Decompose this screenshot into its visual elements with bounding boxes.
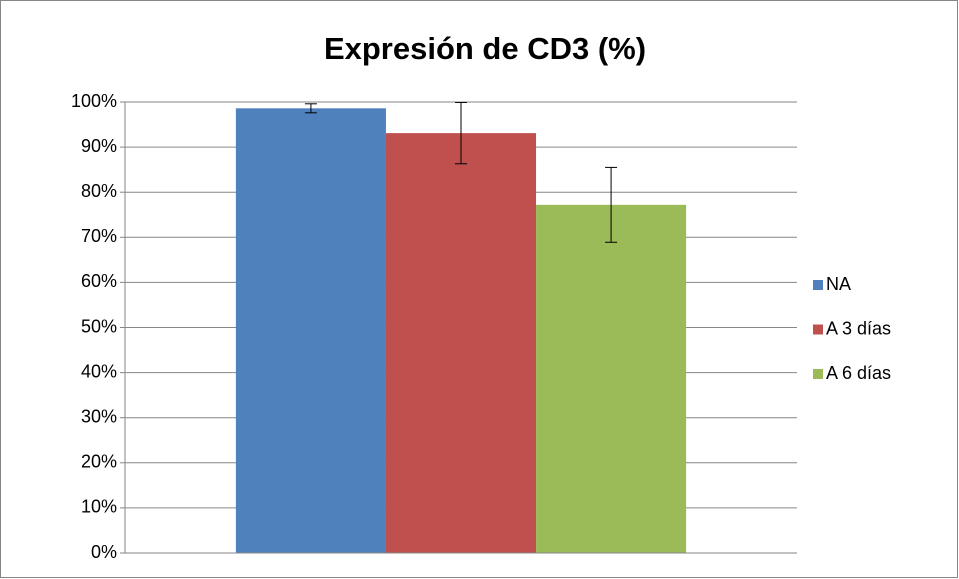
y-tick-label: 70% [81,226,117,246]
legend-swatch [813,280,823,290]
legend-label: A 3 días [826,318,891,338]
bar [536,204,687,553]
y-tick-label: 50% [81,316,117,336]
y-tick-label: 20% [81,452,117,472]
bar [385,133,537,553]
y-tick-label: 60% [81,271,117,291]
bars [235,108,687,554]
y-tick-label: 30% [81,406,117,426]
legend-swatch [813,369,823,379]
error-bar [304,103,317,114]
error-bar [455,102,467,165]
bar [235,108,386,554]
y-tick-label: 100% [71,91,117,111]
y-tick-label: 0% [91,542,117,562]
y-tick-label: 80% [81,181,117,201]
chart-title: Expresión de CD3 (%) [324,31,646,66]
legend-label: NA [826,274,851,294]
y-tick-label: 40% [81,361,117,381]
error-bar [605,166,618,243]
legend-label: A 6 días [826,363,891,383]
axes: 0% 10% 20% 30% 40% 50% 60% 70% 80% 90% 100% [71,91,797,562]
y-tick-label: 90% [81,136,117,156]
error-bars [304,102,618,243]
y-tick-label: 10% [81,497,117,517]
legend-swatch [813,324,823,335]
